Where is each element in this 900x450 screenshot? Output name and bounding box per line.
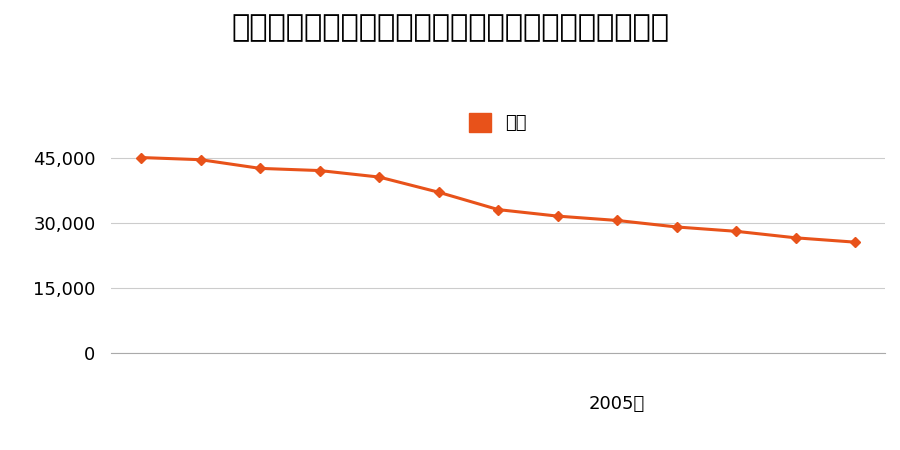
Text: 2005年: 2005年 xyxy=(590,395,645,413)
Text: 静岡県富士宮市沼久保字西谷外６７８番１の地価推移: 静岡県富士宮市沼久保字西谷外６７８番１の地価推移 xyxy=(231,14,669,42)
Legend: 価格: 価格 xyxy=(463,106,535,140)
